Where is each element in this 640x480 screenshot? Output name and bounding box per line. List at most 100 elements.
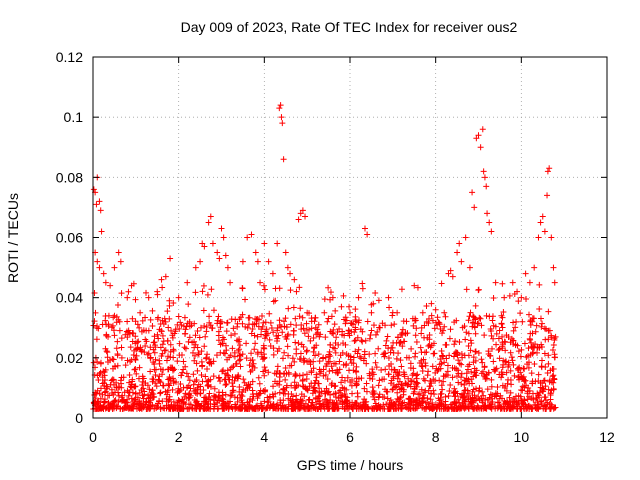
data-point xyxy=(515,298,522,305)
data-point xyxy=(307,361,314,368)
data-point xyxy=(194,327,201,334)
data-point xyxy=(410,405,417,412)
data-point xyxy=(95,325,102,332)
data-point xyxy=(175,397,182,404)
data-point xyxy=(342,393,349,400)
data-point xyxy=(347,356,354,363)
data-point xyxy=(234,337,241,344)
data-point xyxy=(449,374,456,381)
data-point xyxy=(176,340,183,347)
data-point xyxy=(120,397,127,404)
data-point xyxy=(139,317,146,324)
data-point xyxy=(385,355,392,362)
data-point xyxy=(147,368,154,375)
data-point xyxy=(458,374,465,381)
data-point xyxy=(182,326,189,333)
data-point xyxy=(237,351,244,358)
data-point xyxy=(171,366,178,373)
data-point xyxy=(423,349,430,356)
data-point xyxy=(108,386,115,393)
data-point xyxy=(324,318,331,325)
data-point xyxy=(465,396,472,403)
data-point xyxy=(184,279,191,286)
data-point xyxy=(220,234,227,241)
data-point xyxy=(159,284,166,291)
data-point xyxy=(183,370,190,377)
data-point xyxy=(280,385,287,392)
data-point xyxy=(412,332,419,339)
data-point xyxy=(102,279,109,286)
data-point xyxy=(290,327,297,334)
data-point xyxy=(368,309,375,316)
data-point xyxy=(151,349,158,356)
data-point xyxy=(394,389,401,396)
data-point xyxy=(285,331,292,338)
data-point xyxy=(175,388,182,395)
data-point xyxy=(267,319,274,326)
data-point xyxy=(180,384,187,391)
data-point xyxy=(247,368,254,375)
data-point xyxy=(365,403,372,410)
data-point xyxy=(497,392,504,399)
data-point xyxy=(545,352,552,359)
data-point xyxy=(221,376,228,383)
data-point xyxy=(247,357,254,364)
data-point xyxy=(353,318,360,325)
data-point xyxy=(428,312,435,319)
data-point xyxy=(154,288,161,295)
data-point xyxy=(334,328,341,335)
data-point xyxy=(434,401,441,408)
data-point xyxy=(513,318,520,325)
data-point xyxy=(364,318,371,325)
data-point xyxy=(487,352,494,359)
data-point xyxy=(90,186,97,193)
data-point xyxy=(293,350,300,357)
data-point xyxy=(363,388,370,395)
data-point xyxy=(167,255,174,262)
data-point xyxy=(306,358,313,365)
data-point xyxy=(185,338,192,345)
data-point xyxy=(474,320,481,327)
data-point xyxy=(321,309,328,316)
data-point xyxy=(442,401,449,408)
data-point xyxy=(399,343,406,350)
data-point xyxy=(222,391,229,398)
data-point xyxy=(357,326,364,333)
data-point xyxy=(403,354,410,361)
data-point xyxy=(157,320,164,327)
data-point xyxy=(485,348,492,355)
data-point xyxy=(223,320,230,327)
data-point xyxy=(270,298,277,305)
data-point xyxy=(132,333,139,340)
data-point xyxy=(443,355,450,362)
data-point xyxy=(489,317,496,324)
data-point xyxy=(180,358,187,365)
data-point xyxy=(438,280,445,287)
data-point xyxy=(102,388,109,395)
data-point xyxy=(369,366,376,373)
data-point xyxy=(420,375,427,382)
data-point xyxy=(220,367,227,374)
data-point xyxy=(201,323,208,330)
data-point xyxy=(110,327,117,334)
data-point xyxy=(162,388,169,395)
data-point xyxy=(304,386,311,393)
data-point xyxy=(469,189,476,196)
data-point xyxy=(296,402,303,409)
data-point xyxy=(366,335,373,342)
data-point xyxy=(458,361,465,368)
data-point xyxy=(93,336,100,343)
data-point xyxy=(324,389,331,396)
data-point xyxy=(132,366,139,373)
data-point xyxy=(295,340,302,347)
data-point xyxy=(501,294,508,301)
data-point xyxy=(129,338,136,345)
data-point xyxy=(134,344,141,351)
data-point xyxy=(297,210,304,217)
data-point xyxy=(301,393,308,400)
data-point xyxy=(188,322,195,329)
data-point xyxy=(239,393,246,400)
data-point xyxy=(113,319,120,326)
data-point xyxy=(103,348,110,355)
data-point xyxy=(349,377,356,384)
